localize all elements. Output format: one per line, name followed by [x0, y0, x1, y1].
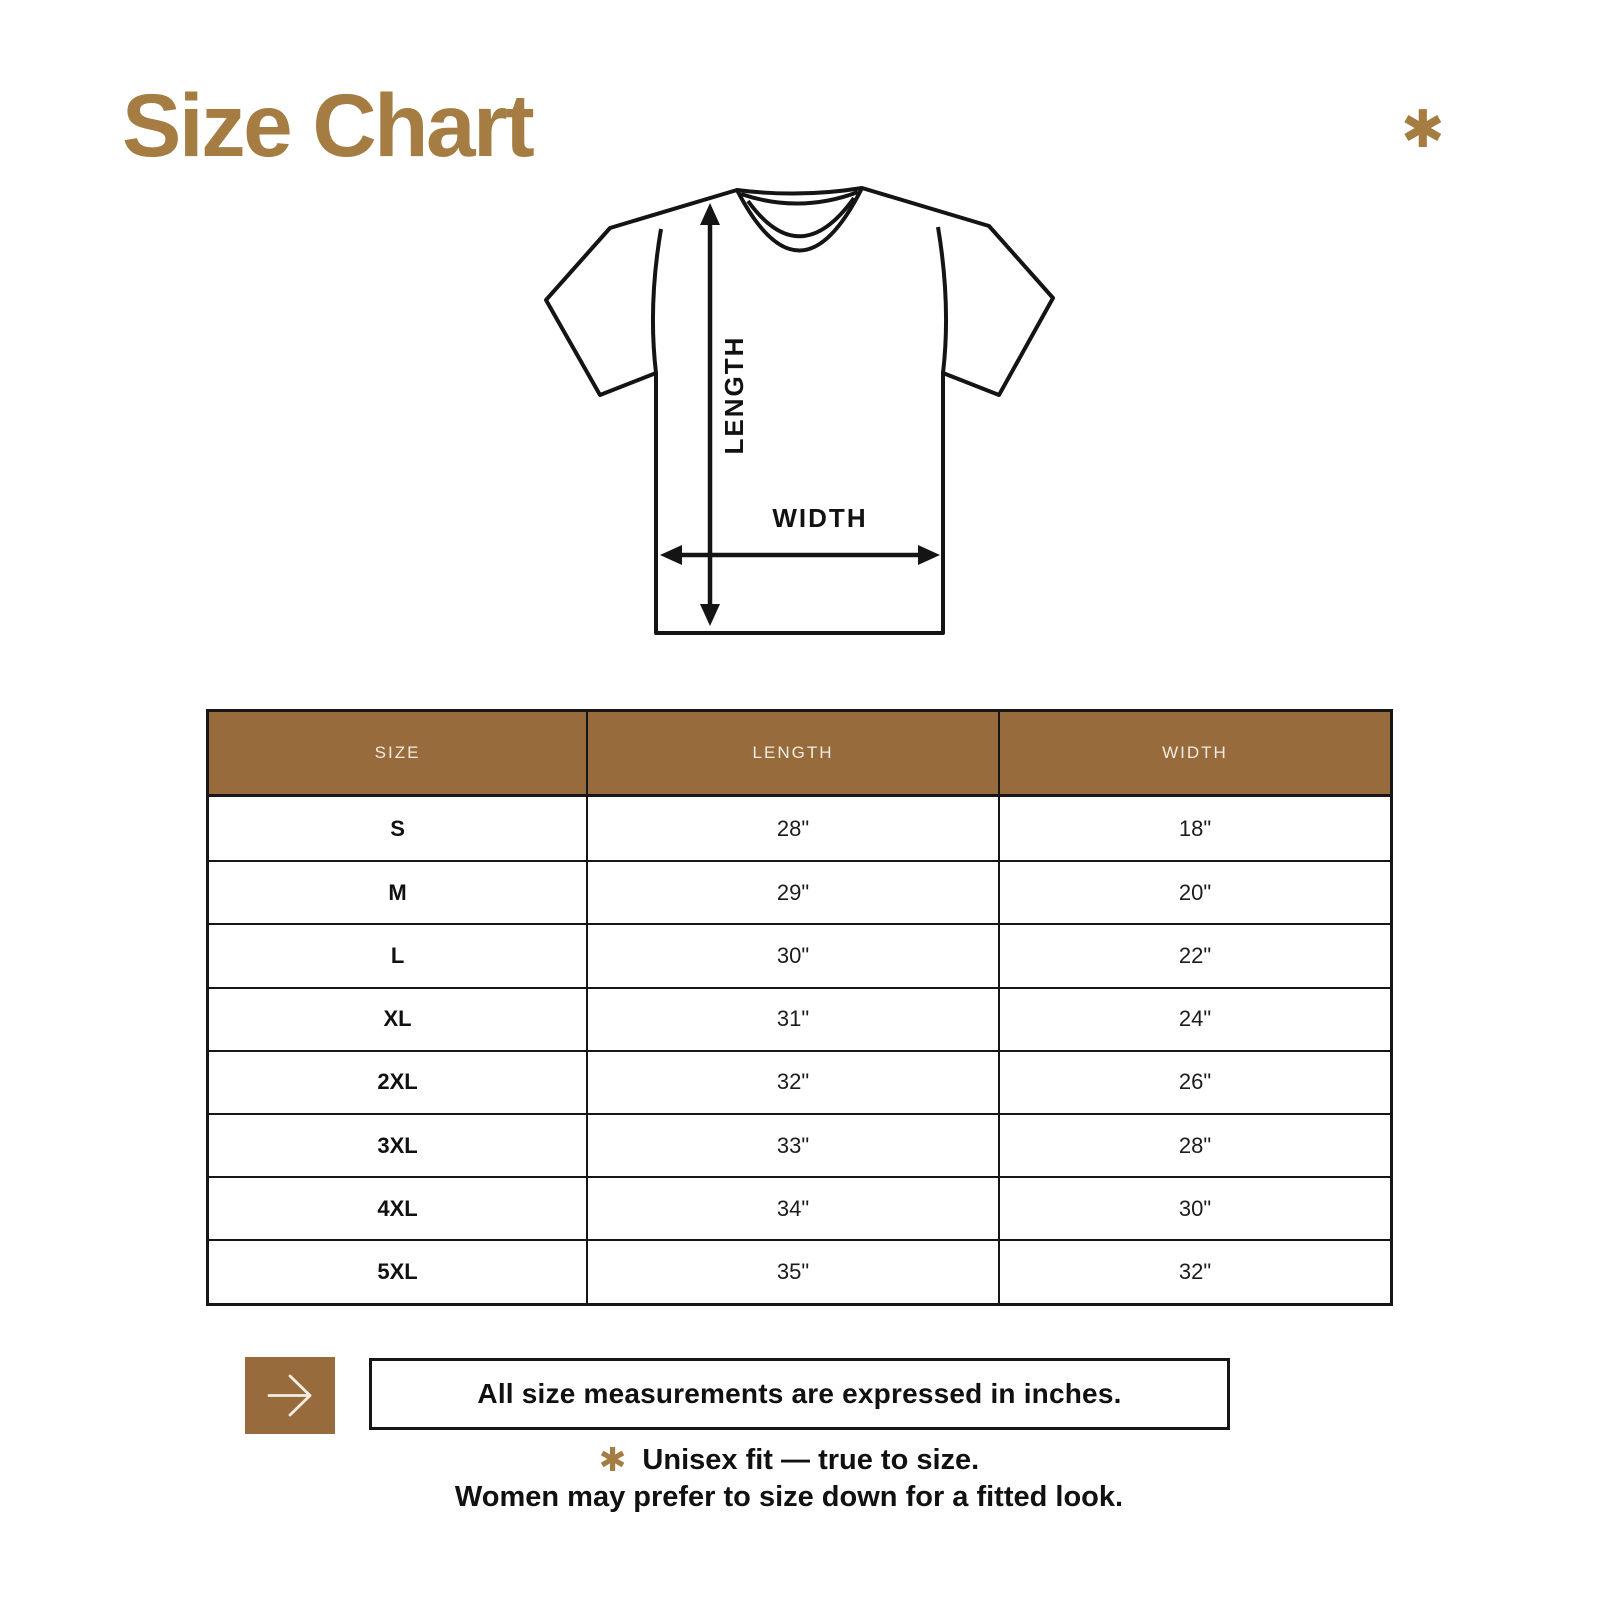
size-table-body: S 28" 18" M 29" 20" L 30" 22" XL 31" 24" 2XL 32" 26" 3X… — [209, 797, 1390, 1303]
footer-sizing-note: Women may prefer to size down for a fitt… — [454, 1481, 1124, 1513]
cell-size: 2XL — [377, 1069, 418, 1095]
table-row: M 29" 20" — [209, 860, 1390, 924]
size-table: SIZE LENGTH WIDTH S 28" 18" M 29" 20" L 30" 22" XL 3… — [206, 709, 1393, 1306]
cell-length: 35" — [586, 1241, 998, 1303]
asterisk-icon: ✱ — [1401, 101, 1445, 159]
table-row: S 28" 18" — [209, 797, 1390, 861]
cell-length: 31" — [586, 988, 998, 1050]
cell-size: 3XL — [377, 1132, 418, 1158]
tshirt-measurement-diagram: LENGTH WIDTH — [540, 165, 1060, 640]
cell-width: 32" — [998, 1241, 1390, 1303]
page-title: Size Chart — [122, 75, 535, 175]
cell-size: 4XL — [377, 1195, 418, 1221]
table-row: 3XL 33" 28" — [209, 1112, 1390, 1177]
cell-width: 26" — [998, 1051, 1390, 1113]
measurement-note-box: All size measurements are expressed in i… — [369, 1358, 1230, 1430]
width-arrow — [660, 545, 940, 565]
header-cell-size: SIZE — [374, 743, 421, 762]
cell-width: 22" — [998, 925, 1390, 987]
arrow-right-icon — [267, 1374, 312, 1417]
measurement-note-text: All size measurements are expressed in i… — [477, 1378, 1122, 1409]
cell-length: 34" — [586, 1178, 998, 1240]
cell-size: XL — [383, 1006, 412, 1032]
cell-width: 18" — [998, 797, 1390, 861]
cell-length: 32" — [586, 1051, 998, 1113]
cell-length: 33" — [586, 1114, 998, 1177]
asterisk-icon: ✱ — [598, 1441, 627, 1478]
cell-size: M — [388, 879, 407, 905]
size-table-header: SIZE LENGTH WIDTH — [209, 712, 1390, 797]
footer-line1: ✱ Unisex fit — true to size. — [0, 1440, 1578, 1478]
cell-size: L — [390, 942, 405, 968]
table-row: 4XL 34" 30" — [209, 1176, 1390, 1240]
cell-width: 24" — [998, 988, 1390, 1050]
length-arrow — [700, 203, 720, 626]
length-label: LENGTH — [719, 336, 749, 455]
tshirt-outline-icon: LENGTH WIDTH — [544, 186, 1055, 635]
footer-fit-note: Unisex fit — true to size. — [642, 1444, 980, 1476]
header-cell-length: LENGTH — [586, 712, 998, 794]
footer: ✱ Unisex fit — true to size. Women may pr… — [0, 1440, 1578, 1515]
header-cell-width: WIDTH — [998, 712, 1390, 794]
cell-size: S — [390, 815, 405, 841]
table-row: 2XL 32" 26" — [209, 1049, 1390, 1113]
cell-width: 28" — [998, 1114, 1390, 1177]
table-row: L 30" 22" — [209, 923, 1390, 987]
cell-size: 5XL — [377, 1258, 418, 1284]
table-row: XL 31" 24" — [209, 986, 1390, 1050]
cell-length: 28" — [586, 797, 998, 861]
cell-length: 29" — [586, 862, 998, 924]
note-arrow-badge — [245, 1357, 335, 1434]
cell-length: 30" — [586, 925, 998, 987]
table-row: 5XL 35" 32" — [209, 1239, 1390, 1303]
cell-width: 30" — [998, 1178, 1390, 1240]
cell-width: 20" — [998, 862, 1390, 924]
width-label: WIDTH — [772, 503, 867, 533]
